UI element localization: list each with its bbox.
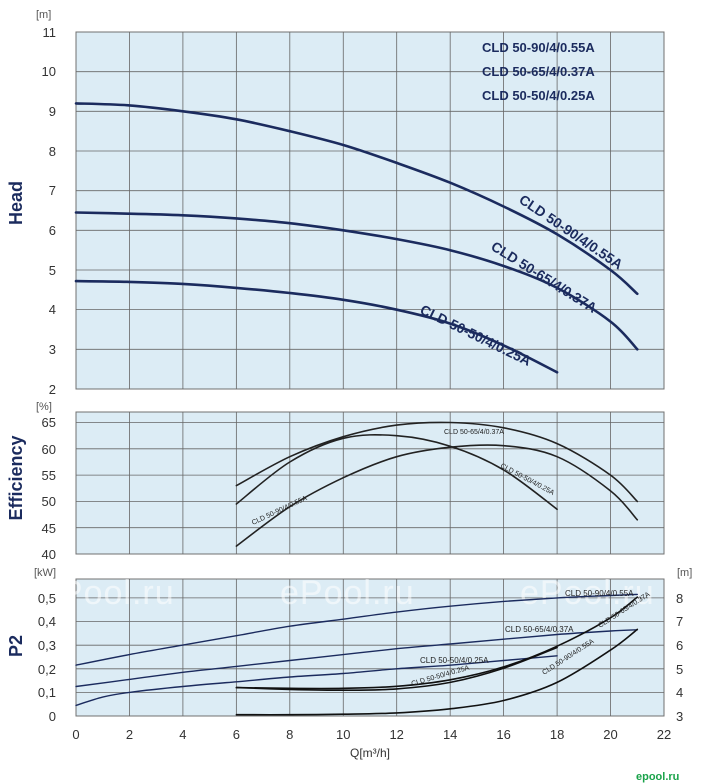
xtick: 12 xyxy=(389,727,403,742)
power-ytick: 0,5 xyxy=(38,591,56,606)
legend-entry: CLD 50-90/4/0.55A xyxy=(482,40,595,55)
power-gridlines xyxy=(76,579,664,716)
efficiency-curve-cld-50-50-4-0-25a xyxy=(235,433,558,511)
efficiency-curve-cld-50-65-4-0-37a xyxy=(235,421,639,503)
p2-label-cld-50-50: CLD 50-50/4/0.25A xyxy=(420,656,489,665)
power-panel: ePool.ru ePool.ru ePool.ru 0 0,1 0,2 0,3… xyxy=(6,567,692,760)
efficiency-unit-label: [%] xyxy=(36,401,52,413)
efficiency-ytick: 40 xyxy=(42,547,56,562)
efficiency-panel: 40 45 50 55 60 65 [%] Efficiency CLD 50-… xyxy=(6,401,665,562)
efficiency-curves xyxy=(235,421,639,547)
head-ytick: 10 xyxy=(42,64,56,79)
head-ytick: 11 xyxy=(43,25,57,40)
npsh-curve-npsh-cld-50-50-4-0-25a xyxy=(235,646,558,692)
head-unit-label: [m] xyxy=(36,9,51,21)
x-axis-label: Q[m³/h] xyxy=(350,746,390,760)
head-y-axis-ticks: 2 3 4 5 6 7 8 9 10 11 xyxy=(42,25,56,397)
head-curves xyxy=(74,102,639,374)
efficiency-ytick: 50 xyxy=(42,494,56,509)
npsh-ytick: 8 xyxy=(676,591,683,606)
power-curves xyxy=(75,593,639,716)
watermark: ePool.ru xyxy=(40,574,175,612)
p2-curve-cld-50-90-4-0-55a xyxy=(75,593,638,666)
xtick: 4 xyxy=(179,727,186,742)
watermark: ePool.ru xyxy=(520,574,655,612)
p2-label-cld-50-90: CLD 50-90/4/0.55A xyxy=(565,589,634,598)
power-ytick: 0,3 xyxy=(38,638,56,653)
npsh-curve-npsh-cld-50-65-4-0-37a xyxy=(235,596,639,690)
xtick: 22 xyxy=(657,727,671,742)
efficiency-ytick: 65 xyxy=(42,415,56,430)
xtick: 14 xyxy=(443,727,457,742)
eff-label-cld-50-65: CLD 50-65/4/0.37A xyxy=(444,429,504,436)
head-plot-area xyxy=(75,31,665,390)
head-ytick: 4 xyxy=(49,302,56,317)
p2-curve-cld-50-65-4-0-37a xyxy=(75,629,638,688)
head-panel: 2 3 4 5 6 7 8 9 10 11 [m] Head CLD 50-90… xyxy=(6,9,665,397)
npsh-unit-label: [m] xyxy=(677,567,692,579)
p2-curve-cld-50-50-4-0-25a xyxy=(75,655,558,707)
npsh-ytick: 5 xyxy=(676,662,683,677)
npsh-ytick: 3 xyxy=(676,709,683,724)
watermark-group: ePool.ru ePool.ru ePool.ru xyxy=(40,574,655,612)
power-plot-area xyxy=(75,578,665,717)
xtick: 16 xyxy=(496,727,510,742)
xtick: 2 xyxy=(126,727,133,742)
head-curve-cld-50-65-4-0-37a xyxy=(74,211,639,351)
head-ytick: 5 xyxy=(49,263,56,278)
p2-label-cld-50-65: CLD 50-65/4/0.37A xyxy=(505,625,574,634)
npsh-ytick: 7 xyxy=(676,614,683,629)
npsh-y-axis-ticks: 3 4 5 6 7 8 xyxy=(676,591,683,724)
efficiency-y-axis-ticks: 40 45 50 55 60 65 xyxy=(42,415,56,562)
xtick: 18 xyxy=(550,727,564,742)
head-ytick: 8 xyxy=(49,144,56,159)
efficiency-plot-area xyxy=(75,411,665,555)
legend-entry: CLD 50-65/4/0.37A xyxy=(482,64,595,79)
power-ytick: 0,4 xyxy=(38,614,56,629)
power-ytick: 0 xyxy=(49,709,56,724)
head-curve-cld-50-90-4-0-55a xyxy=(74,102,639,296)
site-mark: epool.ru xyxy=(636,771,679,783)
x-axis-ticks: 0 2 4 6 8 10 12 14 16 18 20 22 xyxy=(72,727,671,742)
power-axis-label: P2 xyxy=(6,635,26,657)
power-ytick: 0,2 xyxy=(38,662,56,677)
efficiency-ytick: 60 xyxy=(42,442,56,457)
power-unit-label: [kW] xyxy=(34,567,56,579)
watermark: ePool.ru xyxy=(280,574,415,612)
xtick: 10 xyxy=(336,727,350,742)
xtick: 20 xyxy=(603,727,617,742)
head-ytick: 7 xyxy=(49,183,56,198)
efficiency-ytick: 45 xyxy=(42,521,56,536)
xtick: 0 xyxy=(72,727,79,742)
xtick: 8 xyxy=(286,727,293,742)
xtick: 6 xyxy=(233,727,240,742)
efficiency-gridlines xyxy=(76,412,664,554)
head-legend: CLD 50-90/4/0.55A CLD 50-65/4/0.37A CLD … xyxy=(482,40,595,103)
head-ytick: 2 xyxy=(49,382,56,397)
npsh-ytick: 4 xyxy=(676,685,683,700)
head-curve-cld-50-50-4-0-25a xyxy=(74,279,559,374)
efficiency-axis-label: Efficiency xyxy=(6,435,26,520)
legend-entry: CLD 50-50/4/0.25A xyxy=(482,88,595,103)
efficiency-ytick: 55 xyxy=(42,468,56,483)
npsh-ytick: 6 xyxy=(676,638,683,653)
efficiency-curve-cld-50-90-4-0-55a xyxy=(235,444,639,547)
head-axis-label: Head xyxy=(6,181,26,225)
head-gridlines xyxy=(76,32,664,389)
head-ytick: 3 xyxy=(49,342,56,357)
power-y-axis-ticks: 0 0,1 0,2 0,3 0,4 0,5 xyxy=(38,591,56,724)
npsh-curve-npsh-cld-50-90-4-0-55a xyxy=(235,628,639,716)
head-ytick: 6 xyxy=(49,223,56,238)
head-ytick: 9 xyxy=(49,104,56,119)
power-ytick: 0,1 xyxy=(38,685,56,700)
